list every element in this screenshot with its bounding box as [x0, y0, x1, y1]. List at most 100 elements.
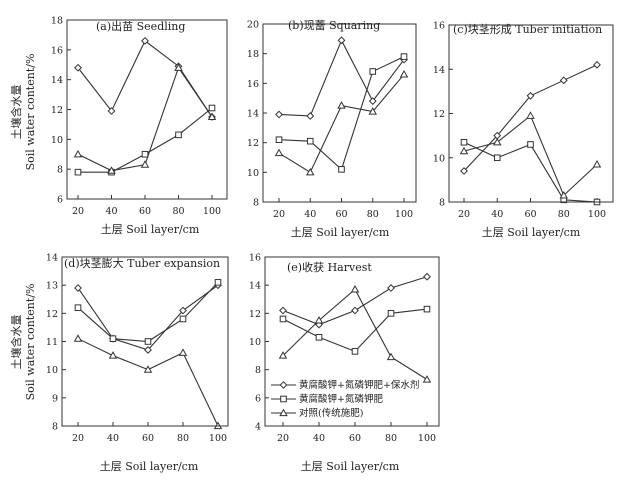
- panel-b-ytick-label: 12: [247, 138, 259, 149]
- panel-d-series-square-line: [77, 281, 219, 343]
- panel-e-series-square-line: [282, 308, 428, 353]
- panel-d-series-diamond-point: [179, 306, 187, 315]
- panel-d-series-square-point: [109, 335, 117, 342]
- panel-a-xtick-label: 80: [172, 206, 184, 217]
- panel-c-xtick-label: 80: [558, 209, 570, 220]
- panel-d-series-triangle-point: [73, 334, 83, 342]
- panel-c-series-triangle-point: [592, 159, 602, 168]
- panel-e-xtick-label: 20: [277, 433, 289, 444]
- panel-e-series-square-point: [351, 348, 359, 355]
- panel-c-series-square-line: [463, 141, 598, 203]
- panel-d-xtick-label: 40: [107, 433, 119, 444]
- panel-c-xtick-label: 20: [458, 209, 470, 220]
- panel-e-series-square-point: [387, 310, 395, 317]
- panel-a-xtick-label: 60: [139, 206, 151, 217]
- panel-b-series-triangle-point: [305, 167, 315, 176]
- panel-e-series-diamond-point: [279, 306, 287, 315]
- panel-a-ytick-label: 8: [57, 165, 63, 176]
- panel-a-series-square-point: [74, 168, 82, 176]
- panel-a-series-triangle-point: [140, 160, 150, 168]
- panel-e-series-square-point: [315, 333, 323, 341]
- panel-a-xtick-label: 40: [105, 206, 117, 217]
- legend: 黄腐酸钾+氮磷钾肥+保水剂 黄腐酸钾+氮磷钾肥 对照(传统施肥): [271, 379, 419, 419]
- ylabel-bottom-cn: 土壤含水量: [9, 315, 23, 370]
- panel-c-series-square-point: [493, 154, 501, 162]
- panel-c-xlabel: 土层 Soil layer/cm: [482, 226, 581, 239]
- panel-d-series-triangle-point: [178, 348, 188, 356]
- panel-b-ytick-label: 16: [247, 79, 259, 90]
- panel-a-series-square-point: [141, 150, 149, 158]
- panel-e-series-diamond-point: [351, 306, 359, 315]
- panel-d-series-triangle-point: [143, 365, 153, 373]
- panel-e-series-triangle-point: [314, 315, 324, 324]
- panel-d-ytick-label: 14: [46, 253, 58, 264]
- panel-b-xtick-label: 100: [395, 209, 413, 220]
- panel-a-series-diamond-point: [74, 63, 82, 72]
- panel-e-ytick-label: 6: [255, 393, 261, 404]
- legend-label-diamond: 黄腐酸钾+氮磷钾肥+保水剂: [299, 379, 419, 391]
- panel-b-series-square-point: [306, 137, 314, 145]
- panel-c-ytick-label: 16: [433, 21, 445, 32]
- panel-b-xtick-label: 60: [335, 209, 347, 220]
- panel-a-series-triangle-point: [174, 63, 183, 71]
- legend-marker-triangle: [279, 408, 288, 417]
- ylabel-top-cn: 土壤含水量: [9, 85, 23, 140]
- legend-item-triangle: 对照(传统施肥): [271, 407, 363, 419]
- panel-e-series-triangle-point: [278, 351, 288, 359]
- panel-a-marks: 6 8 10 12 14 16 18 20 40 60 80 100: [51, 16, 221, 218]
- panel-b-ytick-label: 8: [253, 198, 259, 209]
- panel-a-title: (a)出苗 Seedling: [96, 19, 185, 33]
- panel-e-marks: 4 6 8 10 12 14 16 20 40 60 80 100: [249, 253, 436, 445]
- panel-c-xtick-label: 100: [588, 209, 606, 220]
- ylabel-bottom-en: Soil water content/%: [24, 284, 37, 401]
- panel-e-ytick-label: 8: [255, 365, 261, 376]
- panel-d-xtick-label: 100: [209, 433, 227, 444]
- panel-b-ytick-label: 20: [247, 20, 259, 31]
- legend-label-square: 黄腐酸钾+氮磷钾肥: [299, 393, 383, 405]
- legend-label-triangle: 对照(传统施肥): [299, 407, 363, 419]
- panel-e-series-diamond-point: [423, 272, 431, 281]
- panel-d-ytick-label: 13: [46, 281, 58, 292]
- panel-d-ytick-label: 8: [52, 422, 58, 433]
- panel-e-series-triangle-point: [422, 375, 432, 383]
- panel-a-xtick-label: 100: [203, 206, 221, 217]
- panel-e-series-diamond-point: [387, 284, 395, 292]
- panel-a-ytick-label: 16: [51, 45, 63, 56]
- panel-a-ytick-label: 14: [51, 75, 63, 86]
- panel-e-xlabel: 土层 Soil layer/cm: [301, 460, 400, 473]
- panel-b-series-triangle-point: [337, 101, 346, 109]
- panel-c-title: (c)块茎形成 Tuber initiation: [453, 23, 602, 36]
- panel-d-series-square-point: [179, 315, 187, 323]
- ylabel-top-en: Soil water content/%: [24, 54, 37, 171]
- panel-a-ytick-label: 18: [51, 16, 63, 27]
- panel-b-title: (b)现蕾 Squaring: [288, 19, 380, 32]
- panel-b-series-triangle-point: [274, 148, 284, 157]
- panel-c-series-diamond-point: [460, 167, 468, 175]
- panel-b-series-square-line: [278, 56, 405, 171]
- panel-c-marks: 8 10 12 14 16 20 40 60 80 100: [433, 21, 606, 221]
- panel-d-ytick-label: 9: [52, 393, 58, 404]
- panel-b-xtick-label: 20: [273, 209, 285, 220]
- panel-b-marks: 8 10 12 14 16 18 20 20 40 60 80 100: [247, 20, 413, 221]
- panel-b-series-triangle-point: [399, 70, 409, 78]
- panel-c-ytick-label: 14: [433, 65, 445, 76]
- panel-d-series-triangle-point: [108, 351, 118, 359]
- panel-e-ytick-label: 14: [249, 281, 261, 292]
- panel-a-series-diamond-point: [141, 36, 149, 45]
- panel-b-xtick-label: 80: [367, 209, 379, 220]
- panel-a-series-triangle-point: [207, 112, 217, 121]
- panel-e-ytick-label: 16: [249, 253, 261, 264]
- panel-c-series-square-point: [460, 138, 468, 146]
- panel-b-series-square-point: [275, 136, 283, 143]
- legend-marker-diamond: [279, 381, 288, 389]
- panel-d-title: (d)块茎膨大 Tuber expansion: [64, 256, 220, 270]
- panel-d-xtick-label: 80: [177, 433, 189, 444]
- panel-b-series-diamond-point: [275, 110, 283, 119]
- ylabel-top: 土壤含水量 Soil water content/%: [9, 54, 37, 171]
- panel-d-series-square-point: [144, 338, 152, 345]
- panel-c-series-diamond-point: [593, 60, 601, 69]
- panel-e-harvest: 4 6 8 10 12 14 16 20 40 60 80 100 (e)收获 Harvest 土层 …: [249, 253, 440, 473]
- panel-a-ytick-label: 12: [51, 105, 63, 116]
- panel-a-ytick-label: 6: [57, 195, 63, 206]
- panel-a-seedling: 6 8 10 12 14 16 18 20 40 60 80 100 (a)出苗 Seedling 土…: [51, 16, 228, 236]
